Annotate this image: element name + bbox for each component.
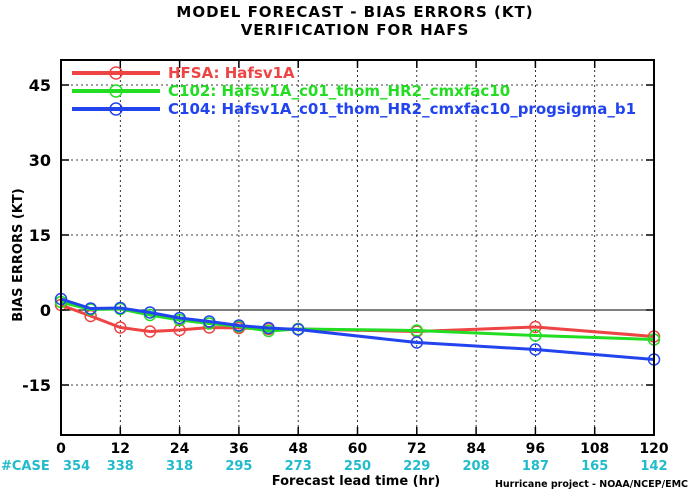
series-layer xyxy=(54,292,661,366)
data-point xyxy=(143,325,157,338)
y-tick-label: 30 xyxy=(29,151,51,170)
case-count: 338 xyxy=(107,459,134,474)
x-tick-label: 84 xyxy=(466,441,486,457)
data-point xyxy=(262,321,275,335)
data-point xyxy=(143,306,157,319)
case-count: 208 xyxy=(463,459,490,474)
x-tick-label: 12 xyxy=(111,441,130,457)
case-count: 187 xyxy=(522,459,549,474)
axis-ticks: 45 30 15 0 -15 0 12 24 36 48 60 72 84 96 108 120 xyxy=(22,60,669,457)
chart-subtitle: VERIFICATION FOR HAFS xyxy=(241,21,470,39)
x-tick-label: 60 xyxy=(348,441,368,457)
x-tick-label: 24 xyxy=(170,441,190,457)
case-count: 295 xyxy=(225,459,252,474)
y-axis-label: BIAS ERRORS (KT) xyxy=(11,188,26,321)
data-point xyxy=(232,319,246,332)
case-count-row: #CASE 354 338 318 295 273 250 229 208 187 165 142 xyxy=(1,459,668,474)
data-point xyxy=(410,324,424,337)
y-tick-label: 0 xyxy=(40,301,51,320)
legend-marker xyxy=(109,102,123,116)
data-point xyxy=(173,311,186,325)
y-tick-label: 15 xyxy=(29,226,51,245)
data-point xyxy=(291,323,305,336)
series-group xyxy=(54,292,661,366)
credit-text: Hurricane project - NOAA/NCEP/EMC xyxy=(495,479,688,490)
case-count: 142 xyxy=(640,459,667,474)
case-label: #CASE xyxy=(1,459,50,474)
legend-marker xyxy=(109,66,123,80)
legend-entry: C102: Hafsv1A_c01_thom_HR2_cmxfac10 xyxy=(72,82,510,100)
data-point xyxy=(529,329,542,342)
case-count: 318 xyxy=(166,459,193,474)
x-tick-label: 0 xyxy=(56,441,66,457)
x-tick-label: 108 xyxy=(580,441,609,457)
data-point xyxy=(84,302,97,315)
y-tick-label: 45 xyxy=(29,76,51,95)
legend-marker xyxy=(109,84,123,98)
case-count: 165 xyxy=(581,459,608,474)
x-axis-label: Forecast lead time (hr) xyxy=(272,474,440,489)
x-tick-label: 48 xyxy=(288,441,307,457)
grid-lines xyxy=(61,60,654,435)
data-point xyxy=(529,343,542,356)
data-point xyxy=(173,323,186,337)
data-point xyxy=(262,324,275,338)
data-point xyxy=(410,336,424,349)
chart-title: MODEL FORECAST - BIAS ERRORS (KT) xyxy=(176,3,533,21)
case-count: 250 xyxy=(344,459,371,474)
legend-entry: C104: Hafsv1A_c01_thom_HR2_cmxfac10_prog… xyxy=(72,100,636,118)
x-tick-label: 72 xyxy=(407,441,426,457)
data-point xyxy=(203,315,216,328)
legend-label: C102: Hafsv1A_c01_thom_HR2_cmxfac10 xyxy=(168,82,510,100)
y-tick-label: -15 xyxy=(22,376,51,395)
legend-label: HFSA: Hafsv1A xyxy=(168,64,295,82)
data-point xyxy=(114,301,127,315)
legend-label: C104: Hafsv1A_c01_thom_HR2_cmxfac10_prog… xyxy=(168,100,636,118)
legend-entry: HFSA: Hafsv1A xyxy=(72,64,295,82)
case-count: 354 xyxy=(63,459,90,474)
data-point xyxy=(114,321,127,334)
x-tick-label: 36 xyxy=(229,441,248,457)
data-point xyxy=(529,320,542,334)
case-count: 273 xyxy=(285,459,312,474)
case-count: 229 xyxy=(403,459,430,474)
x-tick-label: 120 xyxy=(639,441,668,457)
x-tick-label: 96 xyxy=(526,441,545,457)
